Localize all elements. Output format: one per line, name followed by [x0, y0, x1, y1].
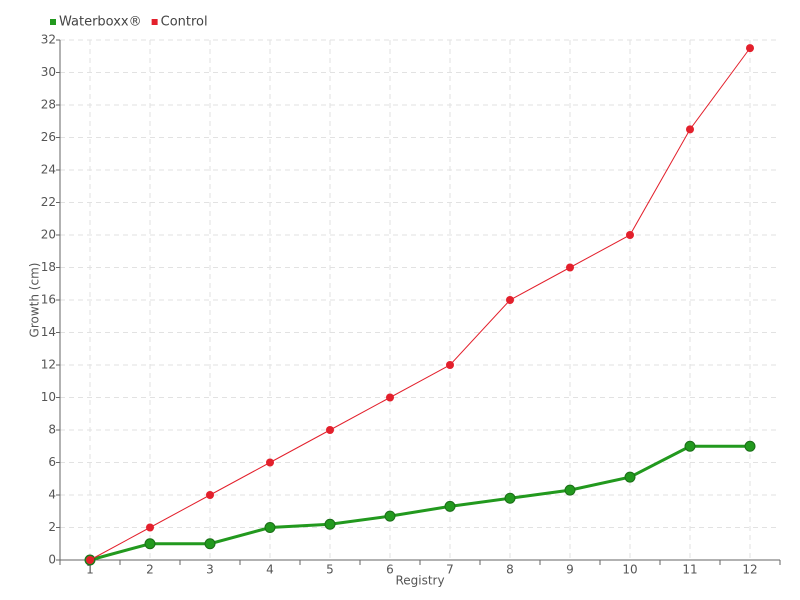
- y-tick-label: 30: [41, 65, 56, 79]
- y-tick-label: 26: [41, 130, 56, 144]
- data-point: [564, 484, 576, 496]
- x-axis-title: Registry: [395, 574, 444, 588]
- x-tick-label: 7: [446, 563, 454, 577]
- x-tick-label: 2: [146, 563, 154, 577]
- y-tick-label: 32: [41, 33, 56, 47]
- y-tick-label: 24: [41, 163, 56, 177]
- data-point: [206, 491, 214, 499]
- data-point: [266, 458, 274, 467]
- data-point: [326, 426, 334, 434]
- data-point: [624, 471, 636, 483]
- data-point: [86, 556, 94, 564]
- data-point: [684, 440, 696, 452]
- y-tick-label: 22: [41, 195, 56, 209]
- data-point: [504, 492, 516, 504]
- data-point: [204, 538, 216, 550]
- x-tick-label: 9: [566, 563, 574, 577]
- data-point: [746, 44, 754, 53]
- x-tick-label: 12: [742, 563, 757, 577]
- y-tick-label: 14: [41, 325, 56, 339]
- data-point: [146, 523, 154, 532]
- x-tick-label: 10: [622, 563, 637, 577]
- legend-label: Waterboxx®: [59, 15, 142, 30]
- y-tick-label: 12: [41, 358, 56, 372]
- data-point: [264, 522, 276, 533]
- x-tick-label: 11: [682, 563, 697, 577]
- x-tick-label: 4: [266, 563, 274, 577]
- x-tick-label: 3: [206, 563, 214, 577]
- series-line: [89, 444, 750, 562]
- y-tick-label: 20: [41, 228, 56, 242]
- y-tick-label: 6: [48, 455, 56, 469]
- data-point: [386, 393, 394, 402]
- x-tick-label: 1: [86, 563, 94, 577]
- y-tick-label: 28: [41, 98, 56, 112]
- data-point: [566, 263, 574, 272]
- data-point: [144, 538, 156, 550]
- y-axis-title: Growth (cm): [28, 263, 42, 338]
- data-point: [444, 500, 456, 512]
- x-tick-label: 8: [506, 563, 514, 577]
- legend-swatch: [50, 19, 56, 25]
- data-point: [446, 361, 454, 369]
- y-tick-label: 16: [41, 293, 56, 307]
- y-tick-label: 2: [48, 520, 56, 534]
- data-point: [384, 510, 396, 522]
- y-tick-label: 10: [41, 390, 56, 404]
- data-point: [506, 296, 514, 304]
- data-point: [626, 231, 634, 239]
- legend-label: Control: [161, 15, 208, 30]
- data-point: [324, 518, 336, 530]
- legend-swatch: [151, 19, 158, 25]
- data-point: [744, 440, 756, 452]
- x-tick-label: 6: [386, 563, 394, 577]
- series-line: [89, 47, 751, 561]
- y-tick-label: 4: [48, 488, 56, 502]
- y-tick-label: 18: [41, 260, 56, 274]
- data-point: [686, 125, 694, 134]
- x-tick-label: 5: [326, 563, 334, 577]
- y-tick-label: 8: [48, 423, 56, 437]
- y-tick-label: 0: [48, 553, 56, 567]
